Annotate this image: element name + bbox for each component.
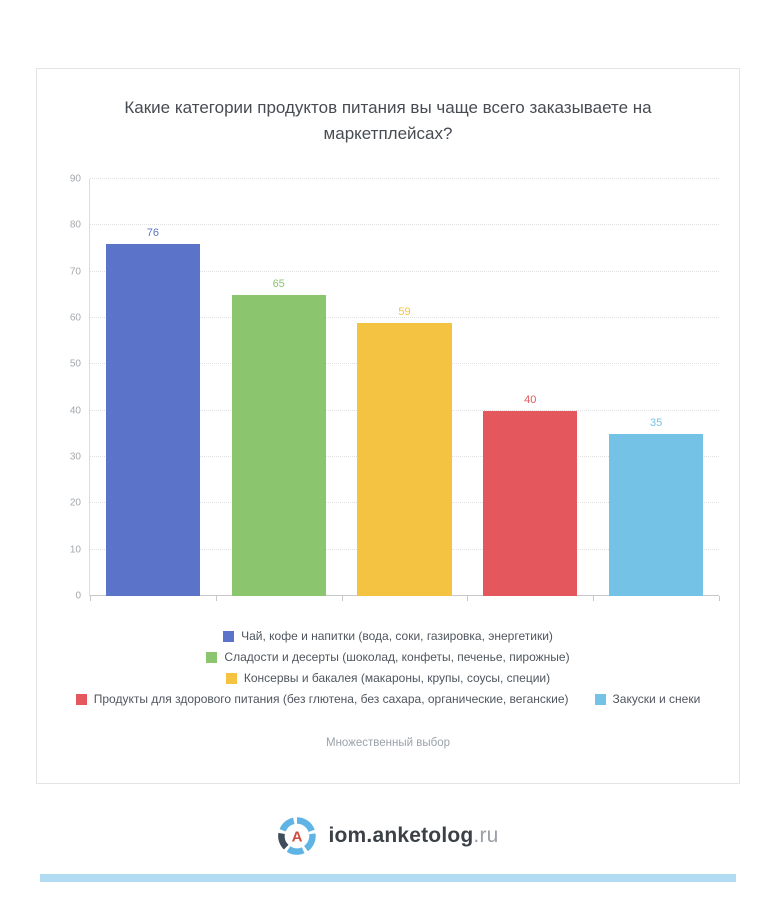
x-axis-tick bbox=[467, 596, 469, 601]
legend-item: Сладости и десерты (шоколад, конфеты, пе… bbox=[206, 650, 570, 665]
x-axis-tick bbox=[719, 596, 720, 601]
bar-value-label: 76 bbox=[146, 226, 160, 239]
legend-swatch-icon bbox=[223, 631, 235, 642]
bar-value-label: 65 bbox=[272, 277, 285, 290]
brand-main: iom.anketolog bbox=[328, 824, 474, 847]
brand-logo: A iom.anketolog.ru bbox=[0, 816, 776, 856]
y-tick-label: 10 bbox=[69, 544, 81, 556]
survey-chart-card: Какие категории продуктов питания вы чащ… bbox=[36, 68, 740, 784]
gridline bbox=[90, 317, 719, 319]
legend-label: Продукты для здорового питания (без глют… bbox=[93, 692, 569, 706]
bar-slot: 65 bbox=[216, 179, 342, 596]
x-axis-tick bbox=[341, 596, 343, 601]
legend-label: Чай, кофе и напитки (вода, соки, газиров… bbox=[241, 629, 553, 643]
legend: Чай, кофе и напитки (вода, соки, газиров… bbox=[51, 629, 725, 713]
legend-item: Закуски и снеки bbox=[594, 692, 701, 707]
bar-slot: 59 bbox=[342, 179, 468, 596]
gridline bbox=[90, 224, 719, 226]
bar-value-label: 59 bbox=[398, 305, 411, 318]
y-tick-label: 50 bbox=[69, 358, 81, 370]
bar bbox=[231, 294, 326, 596]
x-axis-tick bbox=[90, 596, 91, 601]
x-axis-tick bbox=[593, 596, 595, 601]
y-tick-label: 20 bbox=[69, 497, 81, 509]
y-axis: 0 10 20 30 40 50 60 70 80 90 bbox=[55, 174, 89, 602]
plot-area: 76 65 59 40 bbox=[89, 178, 720, 601]
x-axis-tick bbox=[215, 596, 217, 601]
bar-slot: 76 bbox=[90, 179, 216, 596]
legend-swatch-icon bbox=[206, 652, 218, 663]
y-tick-label: 70 bbox=[69, 266, 81, 278]
bar bbox=[608, 433, 704, 596]
legend-item: Продукты для здорового питания (без глют… bbox=[75, 692, 569, 707]
legend-swatch-icon bbox=[75, 694, 87, 705]
bar-slot: 35 bbox=[593, 179, 719, 596]
y-tick-label: 30 bbox=[69, 451, 81, 463]
legend-label: Сладости и десерты (шоколад, конфеты, пе… bbox=[224, 650, 570, 664]
bar bbox=[357, 322, 452, 596]
anketolog-logo-icon: A bbox=[278, 817, 317, 855]
bar-slot: 40 bbox=[467, 179, 593, 596]
y-tick-label: 0 bbox=[75, 590, 81, 602]
legend-label: Консервы и бакалея (макароны, крупы, соу… bbox=[243, 671, 551, 685]
legend-item: Консервы и бакалея (макароны, крупы, соу… bbox=[225, 671, 551, 686]
brand-suffix: .ru bbox=[473, 824, 499, 847]
y-tick-label: 80 bbox=[69, 219, 81, 231]
gridline bbox=[90, 178, 719, 179]
legend-swatch-icon bbox=[594, 694, 606, 705]
chart-title: Какие категории продуктов питания вы чащ… bbox=[124, 98, 652, 144]
legend-row: Продукты для здорового питания (без глют… bbox=[51, 692, 725, 707]
chart-subtitle: Множественный выбор bbox=[325, 737, 451, 749]
bar bbox=[105, 243, 201, 596]
y-tick-label: 90 bbox=[69, 173, 81, 185]
legend-swatch-icon bbox=[225, 673, 237, 684]
bar-value-label: 40 bbox=[524, 393, 537, 406]
bar-value-label: 35 bbox=[649, 416, 663, 429]
footer-strip bbox=[40, 874, 736, 882]
gridline bbox=[90, 270, 719, 272]
legend-row: Консервы и бакалея (макароны, крупы, соу… bbox=[51, 671, 725, 686]
legend-label: Закуски и снеки bbox=[612, 692, 701, 706]
y-tick-label: 40 bbox=[69, 405, 81, 417]
logo-letter: A bbox=[292, 829, 303, 846]
bar-chart: 0 10 20 30 40 50 60 70 80 90 76 65 59 bbox=[55, 174, 720, 602]
legend-item: Чай, кофе и напитки (вода, соки, газиров… bbox=[223, 629, 553, 644]
bars-container: 76 65 59 40 bbox=[90, 179, 719, 596]
legend-row: Сладости и десерты (шоколад, конфеты, пе… bbox=[51, 650, 725, 665]
bar bbox=[483, 410, 578, 596]
legend-row: Чай, кофе и напитки (вода, соки, газиров… bbox=[51, 629, 725, 644]
y-tick-label: 60 bbox=[69, 312, 81, 324]
brand-text: iom.anketolog.ru bbox=[328, 824, 498, 848]
